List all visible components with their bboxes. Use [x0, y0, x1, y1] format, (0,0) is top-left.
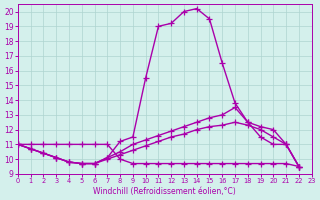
X-axis label: Windchill (Refroidissement éolien,°C): Windchill (Refroidissement éolien,°C) [93, 187, 236, 196]
